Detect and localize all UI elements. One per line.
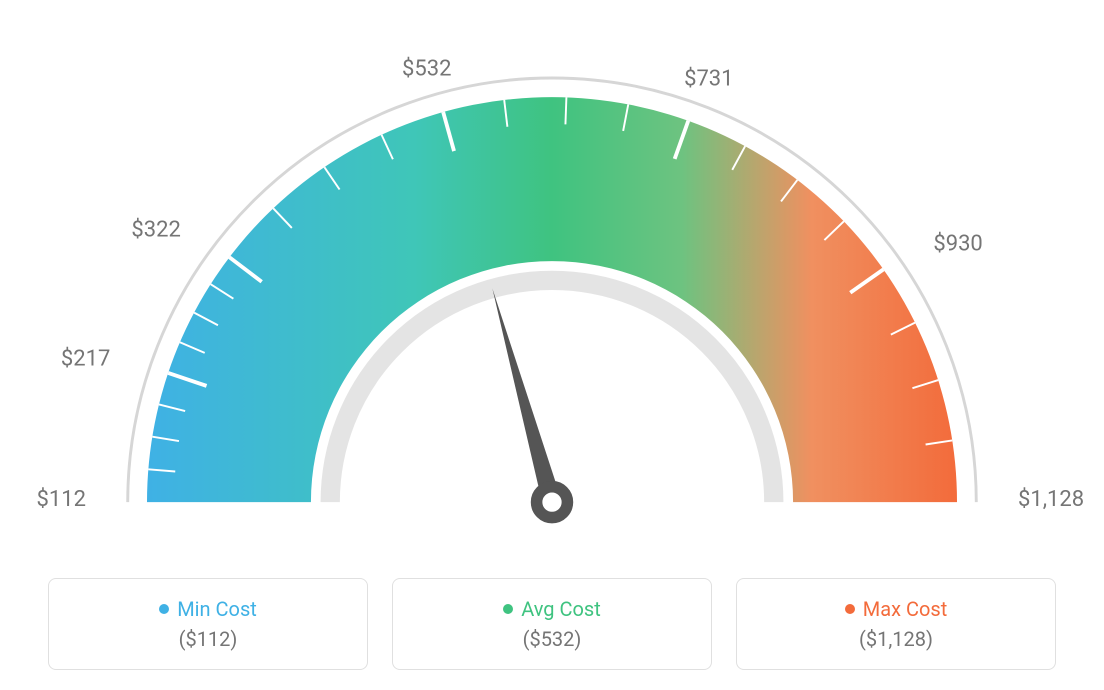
needle-hub <box>537 487 568 518</box>
cost-gauge: $112$217$322$532$731$930$1,128 <box>52 20 1052 560</box>
legend-min-title: Min Cost <box>159 597 257 621</box>
legend-max-label: Max Cost <box>863 597 948 621</box>
tick-label: $1,128 <box>1018 487 1084 512</box>
tick-label: $217 <box>61 346 110 371</box>
legend-max-card: Max Cost ($1,128) <box>736 578 1056 670</box>
legend-avg-title: Avg Cost <box>503 597 601 621</box>
legend-avg-label: Avg Cost <box>521 597 601 621</box>
legend-min-card: Min Cost ($112) <box>48 578 368 670</box>
gauge-band <box>147 97 957 502</box>
legend-min-value: ($112) <box>49 627 367 651</box>
legend-min-dot <box>159 604 169 614</box>
legend-avg-value: ($532) <box>393 627 711 651</box>
gauge-svg <box>52 20 1052 560</box>
tick-label: $322 <box>131 218 180 243</box>
legend-row: Min Cost ($112) Avg Cost ($532) Max Cost… <box>48 578 1056 670</box>
tick-label: $112 <box>37 487 86 512</box>
legend-avg-card: Avg Cost ($532) <box>392 578 712 670</box>
tick-label: $731 <box>684 66 733 91</box>
gauge-needle <box>492 289 561 505</box>
legend-max-value: ($1,128) <box>737 627 1055 651</box>
legend-max-title: Max Cost <box>845 597 948 621</box>
legend-min-label: Min Cost <box>177 597 257 621</box>
tick-label: $532 <box>402 57 451 82</box>
tick-label: $930 <box>933 231 982 256</box>
legend-avg-dot <box>503 604 513 614</box>
legend-max-dot <box>845 604 855 614</box>
minor-tick <box>565 97 566 124</box>
